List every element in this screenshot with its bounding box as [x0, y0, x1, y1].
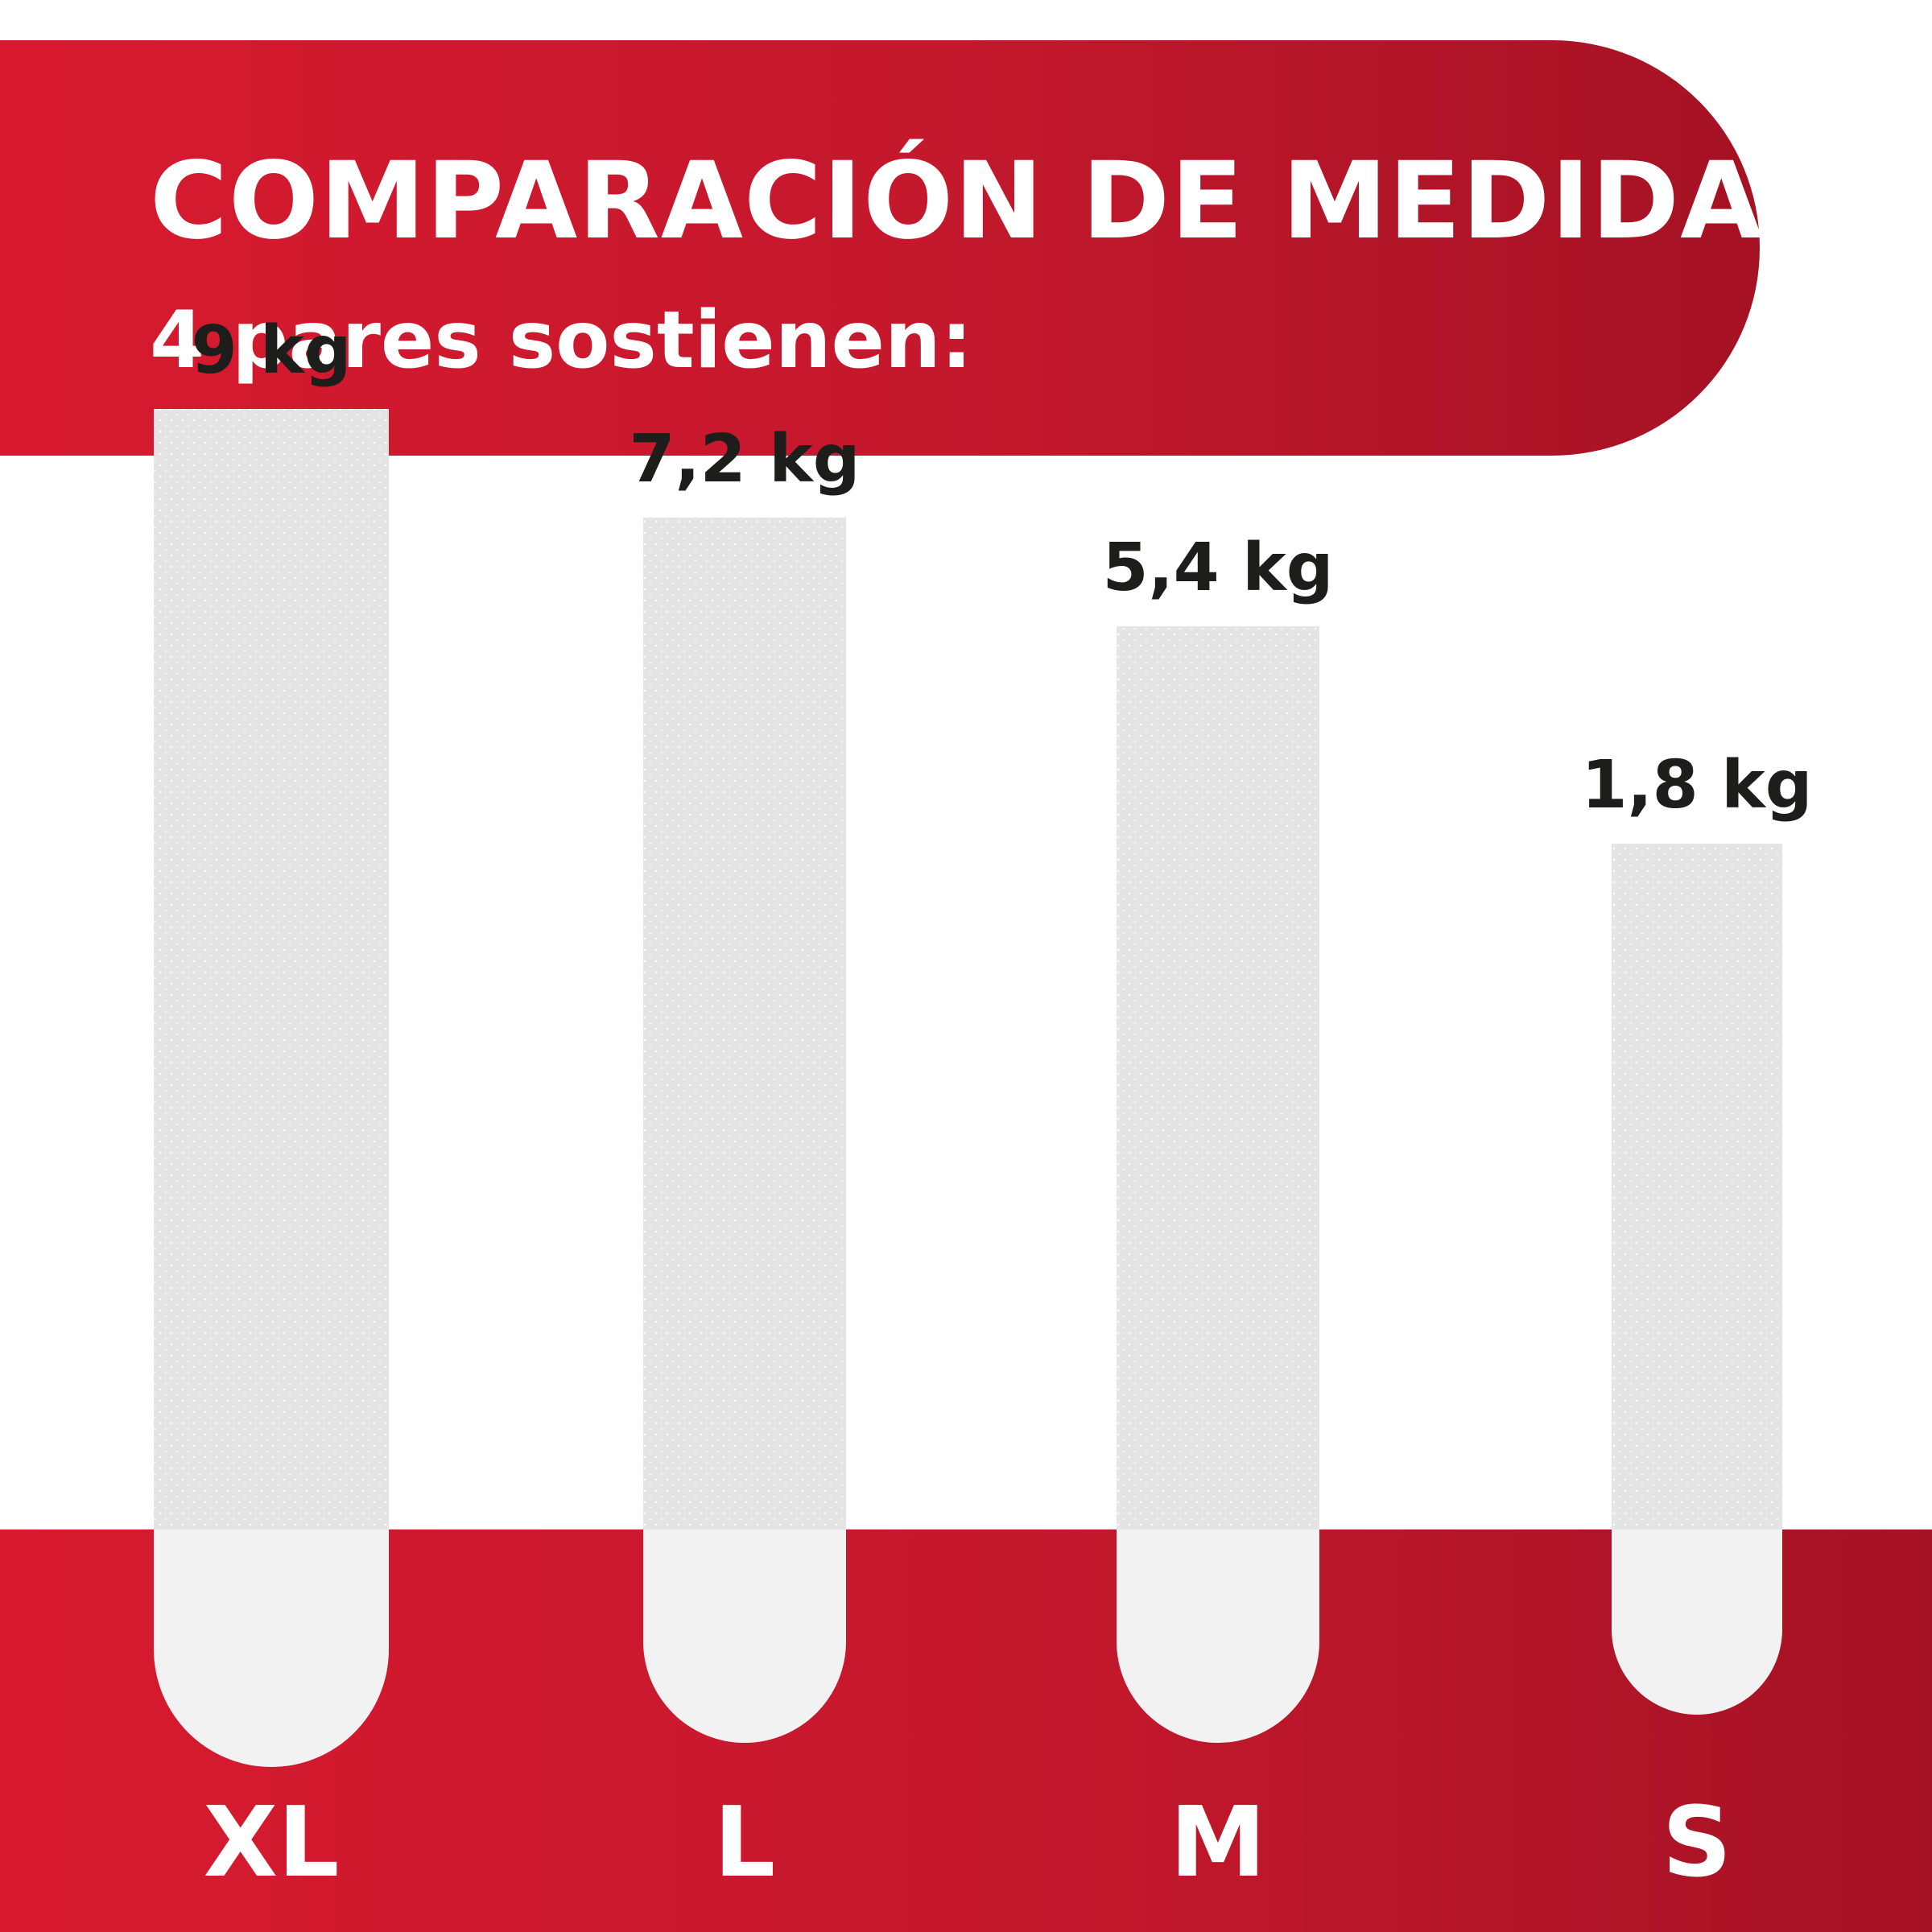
size-label-s: S	[1662, 1787, 1732, 1899]
header-banner	[0, 40, 1760, 456]
bar-tab-l	[643, 1530, 846, 1743]
bar-tab-s	[1612, 1530, 1782, 1715]
value-label-l: 7,2 kg	[629, 421, 860, 497]
size-label-xl: XL	[204, 1787, 340, 1899]
bar-tab-m	[1117, 1530, 1319, 1743]
bar-texture-m	[1117, 626, 1319, 1530]
page-subtitle: 4 pares sostienen:	[150, 295, 972, 386]
size-label-m: M	[1170, 1787, 1265, 1899]
bar-texture-l	[643, 518, 846, 1530]
page-title: COMPARACIÓN DE MEDIDAS	[150, 139, 1841, 263]
size-label-l: L	[714, 1787, 775, 1899]
bar-texture-s	[1612, 844, 1782, 1530]
value-label-xl: 9 kg	[192, 312, 352, 389]
value-label-m: 5,4 kg	[1102, 530, 1333, 606]
value-label-s: 1,8 kg	[1581, 747, 1812, 824]
bars-group	[154, 409, 1782, 1767]
labels-group: 9 kg XL 7,2 kg L 5,4 kg M 1,8 kg S	[192, 312, 1813, 1899]
bar-tab-xl	[154, 1530, 389, 1767]
bar-texture-xl	[154, 409, 389, 1530]
